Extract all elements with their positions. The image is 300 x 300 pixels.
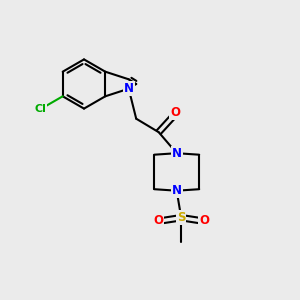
Text: S: S [177, 211, 185, 224]
Text: Cl: Cl [35, 104, 46, 114]
Text: N: N [124, 82, 134, 95]
Text: N: N [172, 184, 182, 197]
Text: O: O [170, 106, 180, 119]
Text: N: N [172, 147, 182, 160]
Text: O: O [153, 214, 163, 227]
Text: O: O [199, 214, 209, 227]
